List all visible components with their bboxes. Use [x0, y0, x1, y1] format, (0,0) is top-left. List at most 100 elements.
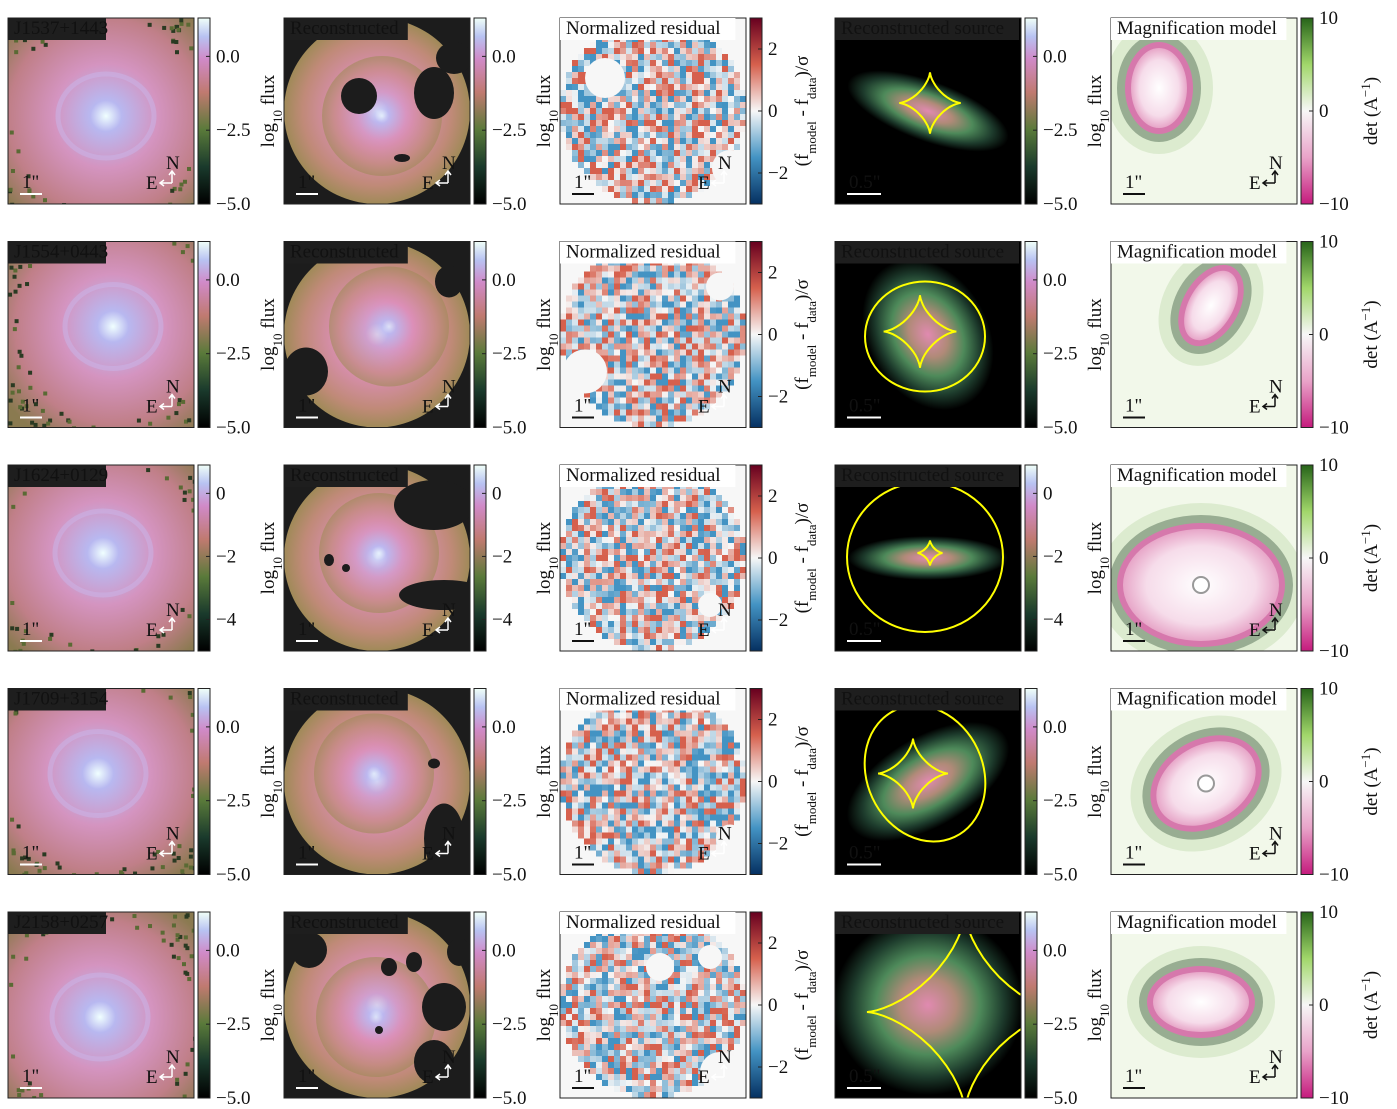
- residual-pixel: [632, 942, 638, 948]
- residual-pixel: [560, 326, 566, 332]
- residual-pixel: [566, 779, 572, 785]
- residual-pixel: [644, 573, 650, 579]
- residual-pixel: [650, 1038, 656, 1044]
- residual-pixel: [578, 761, 584, 767]
- residual-pixel: [620, 815, 626, 821]
- residual-pixel: [686, 555, 692, 561]
- residual-pixel: [626, 633, 632, 639]
- residual-pixel: [734, 1008, 740, 1014]
- residual-pixel: [680, 416, 686, 422]
- residual-pixel: [572, 290, 578, 296]
- residual-pixel: [638, 585, 644, 591]
- residual-pixel: [680, 1002, 686, 1008]
- residual-pixel: [704, 525, 710, 531]
- residual-pixel: [626, 296, 632, 302]
- noise: [189, 848, 193, 852]
- label-part: model: [804, 791, 819, 824]
- residual-pixel: [602, 972, 608, 978]
- residual-pixel: [674, 821, 680, 827]
- residual-pixel: [728, 368, 734, 374]
- residual-pixel: [740, 114, 746, 120]
- residual-pixel: [650, 537, 656, 543]
- residual-pixel: [638, 761, 644, 767]
- residual-pixel: [620, 338, 626, 344]
- residual-pixel: [638, 144, 644, 150]
- residual-pixel: [734, 543, 740, 549]
- residual-pixel: [584, 797, 590, 803]
- residual-pixel: [662, 821, 668, 827]
- residual-pixel: [680, 302, 686, 308]
- noise: [185, 972, 189, 976]
- residual-pixel: [656, 633, 662, 639]
- noise: [11, 383, 15, 387]
- residual-pixel: [650, 948, 656, 954]
- residual-pixel: [656, 132, 662, 138]
- residual-pixel: [716, 555, 722, 561]
- residual-pixel: [650, 96, 656, 102]
- residual-pixel: [590, 525, 596, 531]
- label-part: ): [1361, 77, 1382, 83]
- residual-pixel: [614, 48, 620, 54]
- residual-pixel: [716, 990, 722, 996]
- residual-pixel: [734, 525, 740, 531]
- residual-pixel: [584, 296, 590, 302]
- residual-pixel: [662, 501, 668, 507]
- residual-pixel: [722, 60, 728, 66]
- residual-pixel: [626, 192, 632, 198]
- residual-pixel: [620, 863, 626, 869]
- residual-pixel: [602, 126, 608, 132]
- residual-pixel: [608, 332, 614, 338]
- residual-pixel: [602, 809, 608, 815]
- residual-pixel: [692, 380, 698, 386]
- residual-pixel: [710, 350, 716, 356]
- residual-pixel: [728, 1032, 734, 1038]
- residual-pixel: [680, 314, 686, 320]
- residual-pixel: [590, 272, 596, 278]
- residual-pixel: [608, 1056, 614, 1062]
- residual-pixel: [614, 845, 620, 851]
- noise: [68, 643, 72, 647]
- residual-pixel: [608, 1074, 614, 1080]
- residual-pixel: [674, 1086, 680, 1092]
- residual-pixel: [590, 791, 596, 797]
- residual-pixel: [716, 326, 722, 332]
- residual-pixel: [704, 374, 710, 380]
- residual-pixel: [602, 978, 608, 984]
- residual-pixel: [656, 579, 662, 585]
- residual-pixel: [614, 374, 620, 380]
- residual-pixel: [680, 48, 686, 54]
- residual-pixel: [644, 791, 650, 797]
- residual-pixel: [686, 561, 692, 567]
- residual-pixel: [608, 555, 614, 561]
- residual-pixel: [668, 815, 674, 821]
- residual-pixel: [608, 743, 614, 749]
- residual-pixel: [566, 344, 572, 350]
- residual-pixel: [638, 392, 644, 398]
- residual-pixel: [668, 803, 674, 809]
- residual-pixel: [716, 749, 722, 755]
- colorbar-tick-label: 2: [768, 263, 778, 284]
- residual-pixel: [650, 380, 656, 386]
- residual-pixel: [560, 338, 566, 344]
- residual-pixel: [668, 302, 674, 308]
- residual-pixel: [608, 719, 614, 725]
- residual-pixel: [716, 525, 722, 531]
- residual-pixel: [644, 42, 650, 48]
- residual-pixel: [734, 84, 740, 90]
- residual-pixel: [608, 579, 614, 585]
- residual-pixel: [626, 761, 632, 767]
- residual-pixel: [596, 984, 602, 990]
- residual-pixel: [578, 296, 584, 302]
- residual-pixel: [692, 102, 698, 108]
- residual-pixel: [632, 519, 638, 525]
- residual-pixel: [686, 272, 692, 278]
- residual-pixel: [734, 114, 740, 120]
- residual-pixel: [650, 513, 656, 519]
- residual-pixel: [680, 138, 686, 144]
- residual-pixel: [668, 615, 674, 621]
- residual-pixel: [638, 942, 644, 948]
- scale-bar-label: 1": [298, 396, 315, 417]
- residual-pixel: [632, 609, 638, 615]
- residual-pixel: [728, 108, 734, 114]
- residual-pixel: [662, 615, 668, 621]
